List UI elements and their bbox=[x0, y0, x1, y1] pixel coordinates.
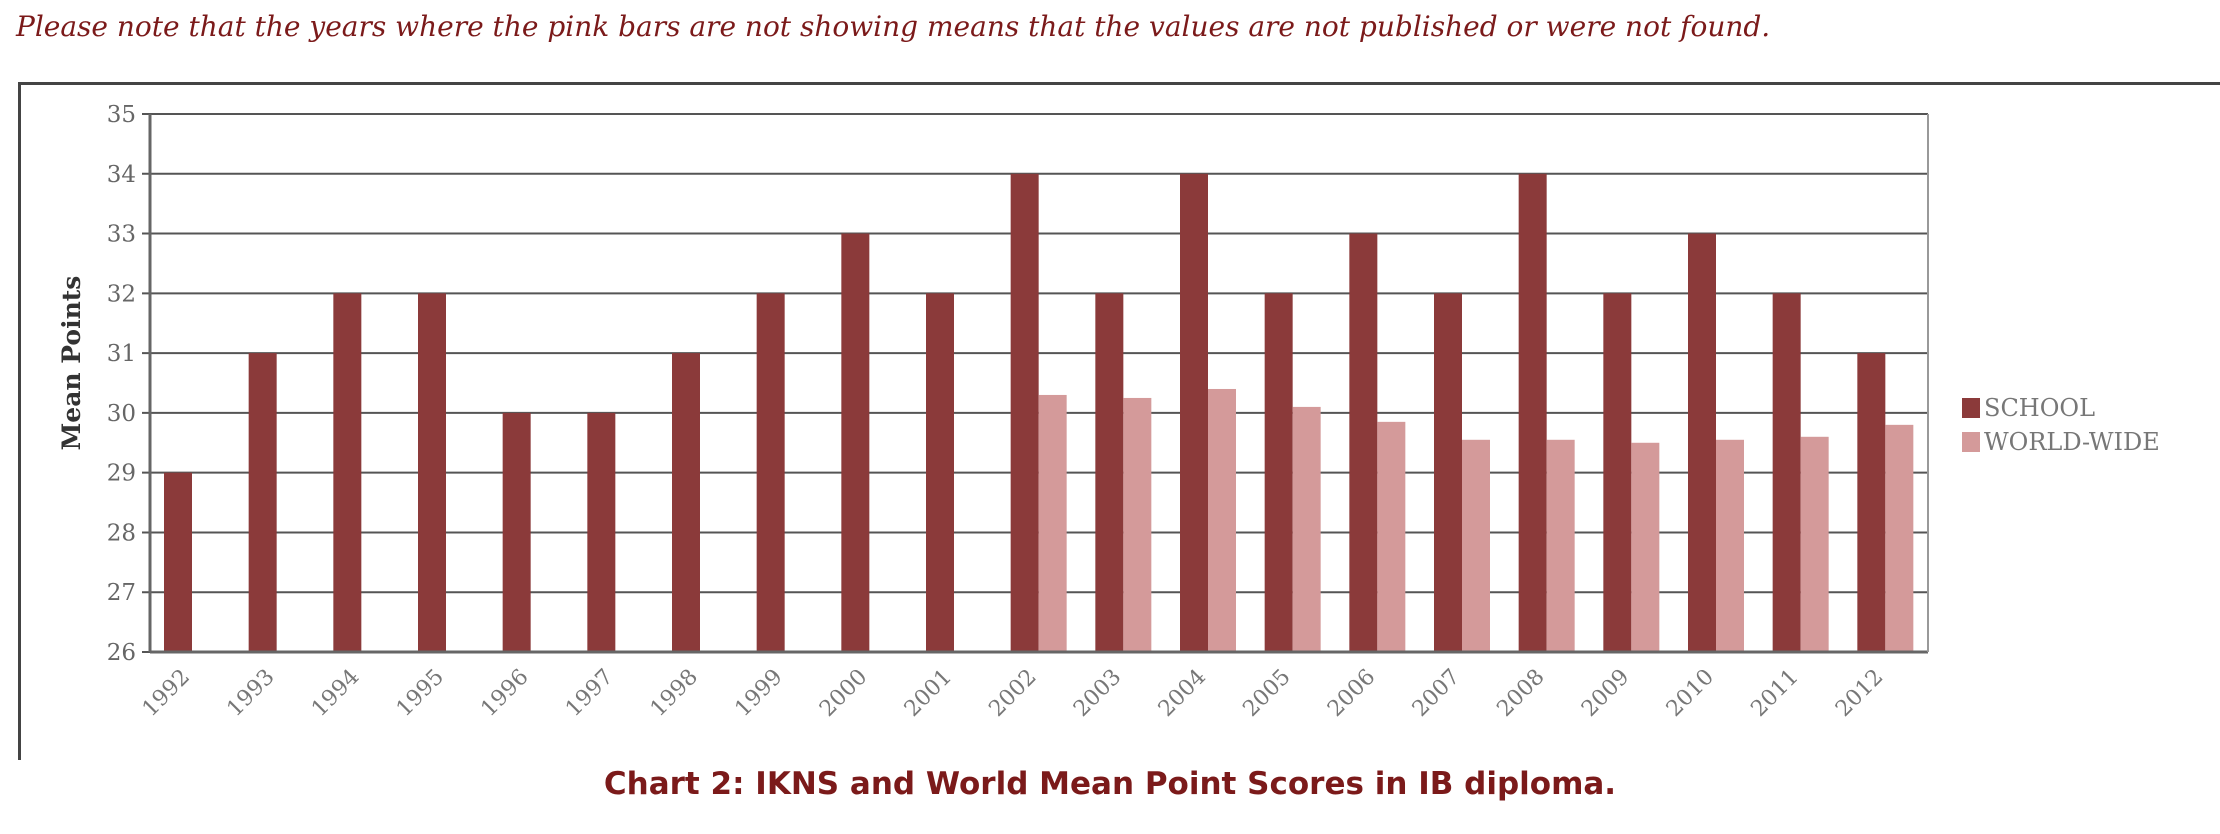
bar-school-1994 bbox=[333, 293, 362, 652]
x-tick-2006: 2006 bbox=[1323, 665, 1380, 722]
bar-school-1997 bbox=[587, 412, 616, 652]
x-tick-1995: 1995 bbox=[392, 665, 449, 722]
legend: SCHOOL WORLD-WIDE bbox=[1962, 394, 2160, 456]
bar-school-1998 bbox=[672, 353, 700, 652]
bar-world-wide-2003 bbox=[1123, 397, 1152, 652]
y-tick-30: 30 bbox=[107, 401, 136, 427]
x-tick-2001: 2001 bbox=[900, 665, 957, 722]
y-tick-35: 35 bbox=[107, 102, 136, 128]
bar-world-wide-2012 bbox=[1885, 424, 1914, 652]
x-tick-2010: 2010 bbox=[1662, 665, 1719, 722]
x-tick-labels: 1992 1993 1994 1995 1996 1997 1998 1999 2000 2001… bbox=[138, 665, 1889, 722]
legend-swatch-world-wide bbox=[1962, 432, 1980, 452]
frame-top-border bbox=[18, 82, 2220, 85]
bar-world-wide-2009 bbox=[1631, 442, 1660, 652]
frame-left-border bbox=[18, 82, 21, 760]
x-tick-2008: 2008 bbox=[1492, 665, 1549, 722]
x-tick-2012: 2012 bbox=[1831, 665, 1888, 722]
y-tick-29: 29 bbox=[107, 461, 136, 487]
bar-school-1999 bbox=[756, 293, 785, 652]
bar-world-wide-2004 bbox=[1208, 388, 1236, 652]
x-tick-1998: 1998 bbox=[646, 665, 703, 722]
bar-school-1995 bbox=[418, 293, 446, 652]
y-tick-27: 27 bbox=[107, 580, 136, 606]
y-tick-31: 31 bbox=[107, 341, 136, 367]
bar-school-2007 bbox=[1434, 293, 1462, 652]
x-tick-2005: 2005 bbox=[1238, 665, 1295, 722]
bar-world-wide-2006 bbox=[1377, 421, 1406, 652]
bar-school-2008 bbox=[1518, 173, 1547, 652]
bar-school-2006 bbox=[1349, 233, 1378, 653]
x-tick-1994: 1994 bbox=[307, 665, 364, 722]
bar-school-1993 bbox=[248, 353, 277, 652]
chart-caption: Chart 2: IKNS and World Mean Point Score… bbox=[603, 766, 1617, 802]
bar-school-2010 bbox=[1688, 233, 1716, 653]
bar-school-2004 bbox=[1180, 173, 1208, 652]
bar-school-2002 bbox=[1010, 173, 1039, 652]
x-tick-1996: 1996 bbox=[476, 665, 533, 722]
bars bbox=[164, 173, 1914, 653]
x-tick-1997: 1997 bbox=[561, 665, 618, 722]
x-tick-2002: 2002 bbox=[984, 665, 1041, 722]
bar-world-wide-2008 bbox=[1546, 439, 1575, 652]
bar-school-2009 bbox=[1603, 293, 1632, 652]
bar-school-2001 bbox=[926, 293, 954, 652]
x-tick-2009: 2009 bbox=[1577, 665, 1634, 722]
legend-swatch-school bbox=[1962, 398, 1980, 418]
x-tick-2007: 2007 bbox=[1408, 665, 1465, 722]
y-tick-33: 33 bbox=[107, 222, 136, 248]
note-text: Please note that the years where the pin… bbox=[16, 10, 1771, 43]
y-tick-26: 26 bbox=[107, 640, 136, 666]
y-axis-label: Mean Points bbox=[57, 276, 86, 451]
y-tick-labels: 26 27 28 29 30 31 32 33 34 35 bbox=[107, 102, 136, 666]
bar-world-wide-2010 bbox=[1716, 439, 1744, 652]
legend-label-school: SCHOOL bbox=[1984, 394, 2095, 422]
x-tick-1992: 1992 bbox=[138, 665, 195, 722]
bar-school-2011 bbox=[1772, 293, 1801, 652]
x-tick-1993: 1993 bbox=[222, 665, 279, 722]
bar-school-2003 bbox=[1095, 293, 1124, 652]
bar-world-wide-2007 bbox=[1462, 439, 1490, 652]
bar-school-2012 bbox=[1857, 353, 1886, 652]
legend-label-world-wide: WORLD-WIDE bbox=[1984, 428, 2160, 456]
x-tick-2011: 2011 bbox=[1746, 665, 1803, 722]
y-tick-34: 34 bbox=[107, 162, 136, 188]
axes bbox=[148, 114, 1929, 654]
bar-world-wide-2005 bbox=[1292, 406, 1321, 652]
bar-world-wide-2002 bbox=[1038, 394, 1067, 652]
x-tick-2003: 2003 bbox=[1069, 665, 1126, 722]
x-tick-2004: 2004 bbox=[1154, 665, 1211, 722]
x-tick-1999: 1999 bbox=[730, 665, 787, 722]
bar-school-1996 bbox=[502, 412, 531, 652]
bar-school-2000 bbox=[841, 233, 870, 653]
x-tick-2000: 2000 bbox=[815, 665, 872, 722]
y-tick-32: 32 bbox=[107, 281, 136, 307]
bar-school-2005 bbox=[1264, 293, 1293, 652]
bar-world-wide-2011 bbox=[1800, 436, 1829, 652]
y-tick-28: 28 bbox=[107, 520, 136, 546]
bar-school-1992 bbox=[164, 472, 192, 652]
